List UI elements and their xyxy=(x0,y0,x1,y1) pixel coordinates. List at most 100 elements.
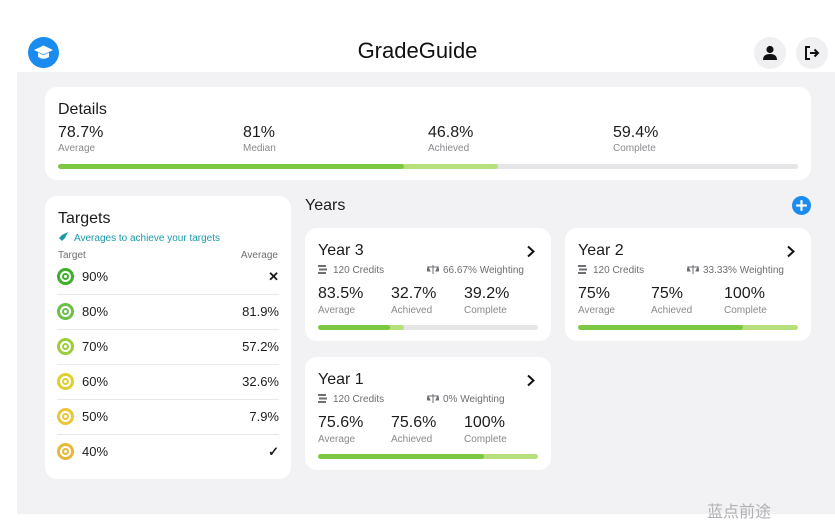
year-card-credits: 120 Credits xyxy=(318,265,384,276)
graduation-cap-icon[interactable] xyxy=(28,37,59,68)
year-complete-label: Complete xyxy=(464,305,507,316)
average-fill xyxy=(318,325,390,330)
details-average-value: 78.7% xyxy=(58,124,104,141)
target-ring-icon xyxy=(57,338,74,355)
year-average-label: Average xyxy=(318,434,356,445)
year-card-credits: 120 Credits xyxy=(318,394,384,405)
chevron-right-icon[interactable] xyxy=(526,245,536,258)
details-achieved-label: Achieved xyxy=(428,143,470,154)
target-row: 50% 7.9% xyxy=(45,400,291,435)
scale-icon xyxy=(686,265,700,274)
row-divider xyxy=(57,434,279,435)
user-icon xyxy=(763,45,777,60)
year-complete-value: 39.2% xyxy=(464,285,510,302)
credits-text: 120 Credits xyxy=(333,394,385,405)
year-complete-value: 100% xyxy=(464,414,505,431)
scale-icon xyxy=(426,394,440,403)
year-card-title: Year 3 xyxy=(318,242,364,259)
details-card: Details 78.7% Average 81% Median 46.8% A… xyxy=(45,87,811,180)
weighting-text: 66.67% Weighting xyxy=(443,265,524,276)
targets-col-average: Average xyxy=(240,250,278,261)
row-divider xyxy=(57,364,279,365)
target-ring-icon xyxy=(57,408,74,425)
year-progress-bar xyxy=(318,325,538,330)
target-value: 40% xyxy=(82,444,109,459)
targets-subtitle: Averages to achieve your targets xyxy=(58,231,220,244)
year-card-weighting: 66.67% Weighting xyxy=(426,265,524,276)
target-value: 90% xyxy=(82,269,109,284)
years-title: Years xyxy=(305,197,346,214)
target-value: 80% xyxy=(82,304,109,319)
target-ring-icon xyxy=(57,303,74,320)
credits-text: 120 Credits xyxy=(593,265,645,276)
target-average-check-icon: ✓ xyxy=(268,444,279,459)
details-achieved-value: 46.8% xyxy=(428,124,474,141)
details-complete-label: Complete xyxy=(613,143,656,154)
targets-title: Targets xyxy=(58,210,111,227)
target-average: 57.2% xyxy=(242,339,279,354)
target-row: 90% ✕ xyxy=(45,260,291,295)
row-divider xyxy=(57,329,279,330)
app-header: GradeGuide xyxy=(0,0,835,72)
credits-text: 120 Credits xyxy=(333,265,385,276)
coins-icon xyxy=(318,265,327,274)
year-achieved-value: 75.6% xyxy=(391,414,437,431)
details-median-value: 81% xyxy=(243,124,276,141)
year-card-title: Year 1 xyxy=(318,371,364,388)
year-progress-bar xyxy=(578,325,798,330)
year-card-1[interactable]: Year 1 120 Credits 0% Weighting 75.6% Av… xyxy=(305,357,551,470)
target-row: 80% 81.9% xyxy=(45,295,291,330)
year-average-value: 83.5% xyxy=(318,285,364,302)
target-ring-icon xyxy=(57,443,74,460)
logout-button[interactable] xyxy=(796,37,828,69)
target-row: 70% 57.2% xyxy=(45,330,291,365)
year-achieved-value: 32.7% xyxy=(391,285,437,302)
watermark: 蓝点前途 xyxy=(707,504,772,521)
average-fill xyxy=(58,164,405,169)
plus-icon xyxy=(795,199,808,212)
weighting-text: 33.33% Weighting xyxy=(703,265,784,276)
year-complete-label: Complete xyxy=(464,434,507,445)
target-average-cross-icon: ✕ xyxy=(268,269,279,284)
target-value: 50% xyxy=(82,409,109,424)
coins-icon xyxy=(318,394,327,403)
target-average: 32.6% xyxy=(242,374,279,389)
rocket-icon xyxy=(59,232,68,241)
year-achieved-label: Achieved xyxy=(651,305,693,316)
year-card-3[interactable]: Year 3 120 Credits 66.67% Weighting 83.5… xyxy=(305,228,551,341)
details-title: Details xyxy=(58,101,107,118)
year-average-label: Average xyxy=(578,305,616,316)
year-card-weighting: 33.33% Weighting xyxy=(686,265,784,276)
target-row: 60% 32.6% xyxy=(45,365,291,400)
row-divider xyxy=(57,399,279,400)
chevron-right-icon[interactable] xyxy=(786,245,796,258)
details-progress-bar xyxy=(58,164,798,169)
row-divider xyxy=(57,294,279,295)
app-title: GradeGuide xyxy=(357,38,478,63)
add-year-button[interactable] xyxy=(792,196,811,215)
target-row: 40% ✓ xyxy=(45,435,291,470)
target-average: 81.9% xyxy=(242,304,279,319)
details-average-label: Average xyxy=(58,143,96,154)
details-complete-value: 59.4% xyxy=(613,124,659,141)
year-achieved-label: Achieved xyxy=(391,305,433,316)
profile-button[interactable] xyxy=(754,37,786,69)
year-average-value: 75.6% xyxy=(318,414,364,431)
year-progress-bar xyxy=(318,454,538,459)
year-complete-value: 100% xyxy=(724,285,765,302)
logout-icon xyxy=(805,46,820,60)
target-ring-icon xyxy=(57,373,74,390)
coins-icon xyxy=(578,265,587,274)
target-ring-icon xyxy=(57,268,74,285)
chevron-right-icon[interactable] xyxy=(526,374,536,387)
year-complete-label: Complete xyxy=(724,305,767,316)
target-average: 7.9% xyxy=(249,409,279,424)
year-achieved-value: 75% xyxy=(651,285,684,302)
target-value: 70% xyxy=(82,339,109,354)
year-card-2[interactable]: Year 2 120 Credits 33.33% Weighting 75% … xyxy=(565,228,811,341)
year-card-title: Year 2 xyxy=(578,242,624,259)
targets-subtitle-text: Averages to achieve your targets xyxy=(74,233,221,244)
scale-icon xyxy=(426,265,440,274)
year-card-credits: 120 Credits xyxy=(578,265,644,276)
year-card-weighting: 0% Weighting xyxy=(426,394,505,405)
